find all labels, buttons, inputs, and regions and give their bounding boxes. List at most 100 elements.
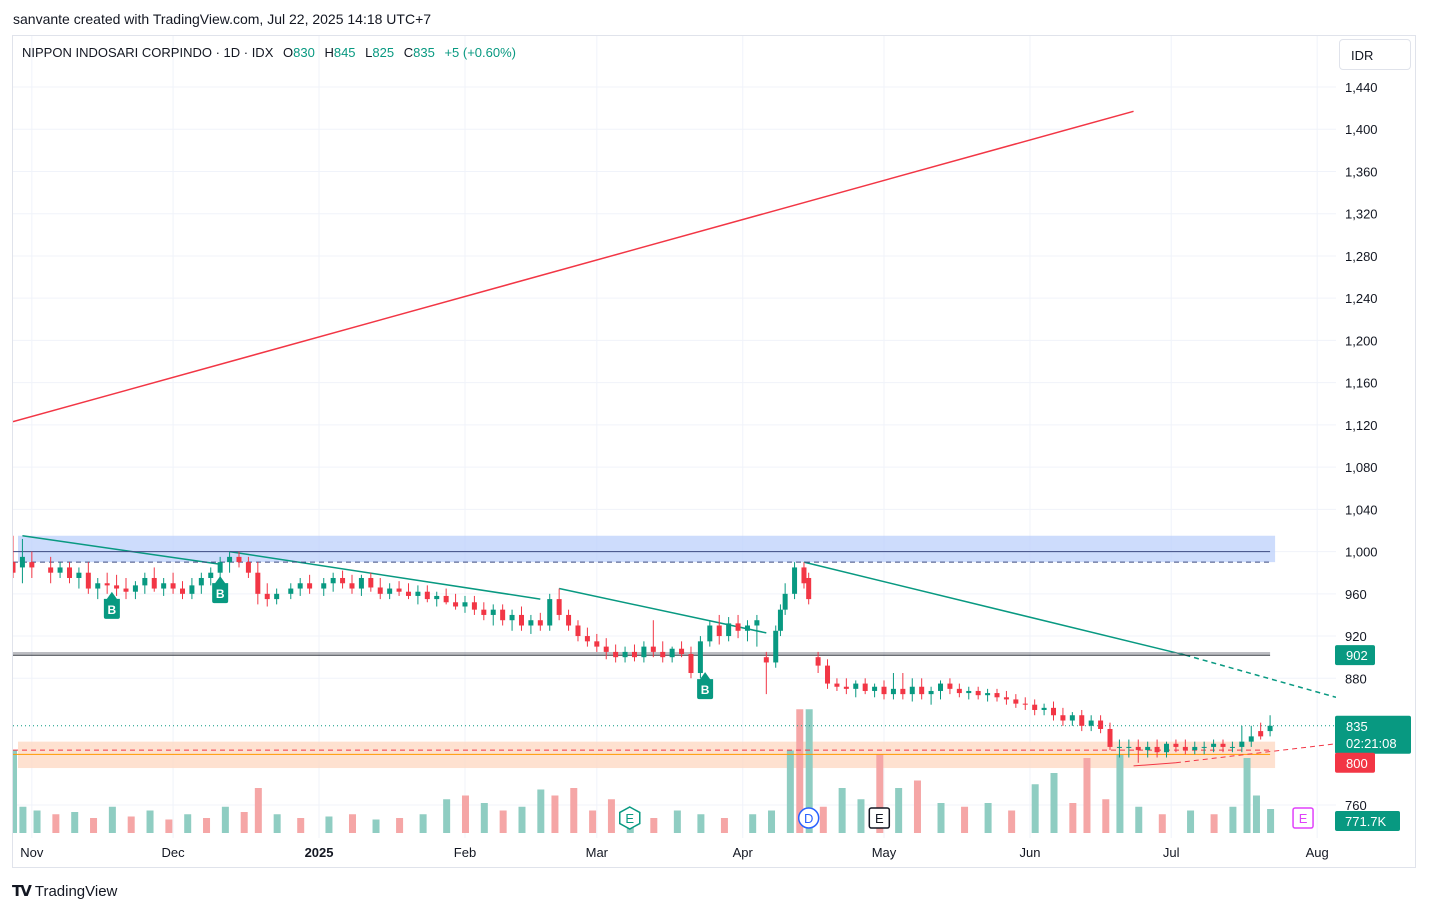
volume-bar: [768, 810, 776, 833]
volume-bar: [589, 810, 597, 833]
volume-bar: [1229, 806, 1237, 833]
candle: [556, 588, 562, 621]
volume-bar: [372, 819, 380, 833]
earnings-event-1-label: E: [625, 811, 634, 826]
candle-body: [679, 648, 685, 655]
volume-bar: [108, 806, 116, 833]
candle: [274, 588, 280, 605]
volume-bar: [1187, 810, 1195, 833]
candle-body: [1258, 731, 1264, 737]
candle-body: [358, 577, 364, 589]
earnings-event-3-label: E: [1299, 811, 1308, 826]
candle-body: [975, 690, 981, 696]
candle: [1107, 722, 1113, 751]
x-tick-label: Dec: [162, 845, 186, 860]
b-marker-3-shape: [697, 672, 714, 700]
x-tick-label: Jul: [1163, 845, 1180, 860]
volume-bars: [13, 709, 1275, 833]
volume-bar: [570, 788, 578, 833]
candle: [947, 678, 953, 695]
candle-body: [537, 620, 543, 626]
candle: [114, 574, 120, 596]
candle: [547, 593, 553, 631]
candle-body: [179, 588, 185, 594]
currency-button[interactable]: IDR: [1339, 39, 1411, 70]
candle-body: [1022, 703, 1028, 705]
y-axis: 1,440 1,400 1,360 1,320 1,280 1,240 1,200 1,160…: [1345, 80, 1378, 813]
candle: [707, 620, 713, 647]
price-label-box: [1335, 715, 1411, 754]
trendline-1: [22, 535, 221, 566]
candle-body: [1107, 728, 1113, 747]
candle: [900, 673, 906, 700]
candle: [660, 641, 666, 663]
candle-body: [1182, 746, 1188, 751]
candle-body: [890, 688, 896, 695]
candle: [288, 583, 294, 600]
volume-bar: [71, 812, 79, 833]
candle-body: [57, 567, 63, 573]
support-zone: [18, 741, 1276, 769]
candle-body: [919, 686, 925, 695]
candle-body: [660, 651, 666, 658]
candle-body: [1079, 715, 1085, 726]
candle-body: [387, 588, 393, 594]
candle: [387, 583, 393, 600]
plot-area: [13, 110, 1336, 833]
volume-bar: [52, 814, 60, 833]
earnings-event-1-shape: [619, 806, 641, 830]
earnings-event-2-shape: [868, 807, 891, 829]
y-tick-label: 1,000: [1345, 545, 1378, 560]
candle-body: [1126, 746, 1132, 748]
candle-body: [594, 641, 600, 647]
volume-bar: [1008, 810, 1016, 833]
tradingview-logo[interactable]: 𝗧𝗩 TradingView: [12, 882, 117, 901]
volume-bar: [1069, 803, 1077, 833]
candle: [1022, 697, 1028, 710]
symbol-legend: NIPPON INDOSARI CORPINDO · 1D · IDX O830…: [22, 45, 516, 60]
y-tick-label: 1,320: [1345, 207, 1378, 222]
candle: [744, 620, 750, 642]
candle-body: [114, 585, 120, 589]
candle: [227, 551, 233, 573]
candle: [528, 614, 534, 634]
dividend-event: D: [797, 807, 820, 829]
candle: [151, 567, 157, 592]
candle: [518, 606, 524, 631]
candle-body: [547, 599, 553, 626]
candle: [13, 535, 16, 578]
y-tick-label: 880: [1345, 671, 1367, 686]
candle: [198, 572, 204, 594]
volume-bar: [1252, 795, 1260, 833]
candle-body: [95, 583, 101, 589]
candle-body: [900, 688, 906, 695]
candle: [919, 678, 925, 700]
x-tick-label: Jun: [1019, 845, 1040, 860]
volume-label: 771.7K: [1335, 811, 1400, 831]
candle-body: [622, 651, 628, 658]
y-tick-label: 1,200: [1345, 333, 1378, 348]
candle: [679, 641, 685, 658]
price-label-902: 902: [1335, 645, 1375, 666]
candle-body: [471, 602, 477, 610]
candle-body: [151, 577, 157, 589]
candle: [650, 620, 656, 658]
volume-bar: [90, 818, 98, 833]
candle: [358, 574, 364, 596]
y-tick-label: 1,280: [1345, 249, 1378, 264]
candle-body: [716, 625, 722, 637]
candle-body: [415, 591, 421, 596]
candle: [763, 651, 769, 695]
candle: [843, 678, 849, 695]
candle-body: [1145, 746, 1151, 751]
candle: [834, 678, 840, 691]
candle-body: [208, 572, 214, 578]
candle: [1229, 741, 1235, 753]
candle-body: [307, 583, 313, 589]
x-tick-label: Feb: [454, 845, 476, 860]
candle-body: [777, 609, 783, 631]
candle-body: [1032, 704, 1038, 710]
candle: [1258, 722, 1264, 740]
countdown-text: 02:21:08: [1346, 736, 1397, 751]
